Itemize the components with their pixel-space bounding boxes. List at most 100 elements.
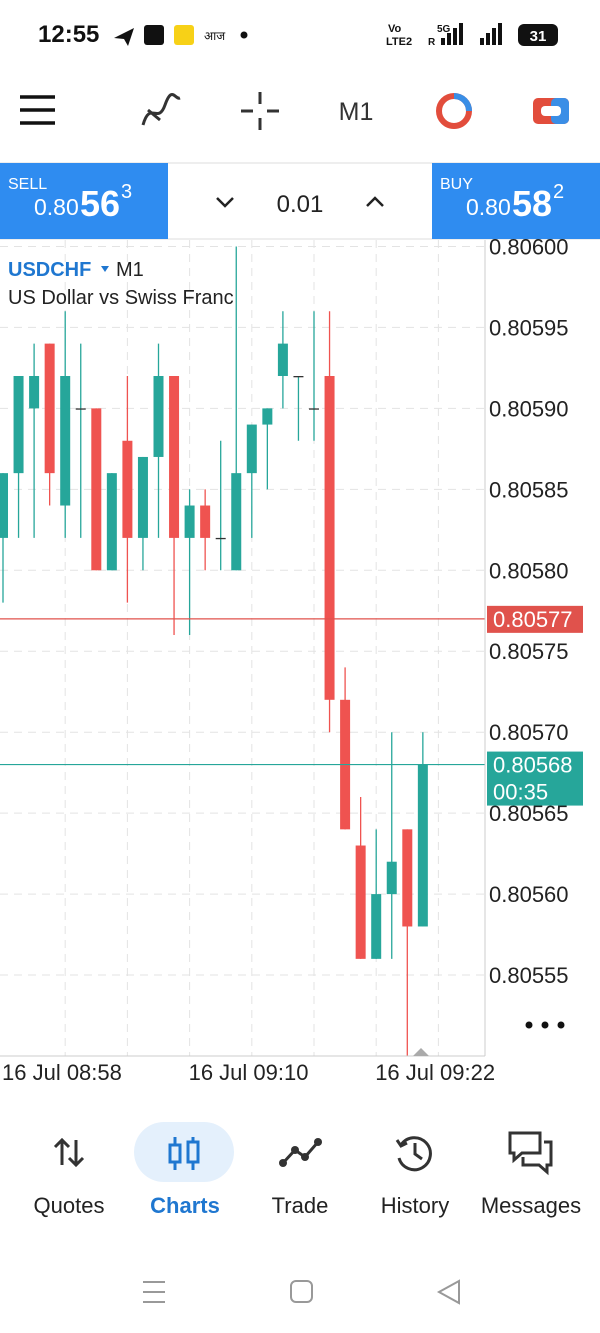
sell-button[interactable] bbox=[0, 163, 168, 239]
sell-price: 3 bbox=[121, 181, 132, 203]
sell-price: 0.80 bbox=[34, 194, 79, 220]
candle-body bbox=[215, 537, 226, 540]
candle-body bbox=[417, 764, 428, 927]
network: R bbox=[428, 37, 436, 48]
price-tag bbox=[487, 605, 583, 633]
signal bbox=[441, 23, 502, 45]
flipkart-icon bbox=[174, 25, 194, 45]
active-tab-bg bbox=[134, 1122, 234, 1182]
candle-body bbox=[371, 894, 382, 959]
candle-body bbox=[231, 473, 242, 571]
nav-history[interactable]: History bbox=[381, 1193, 449, 1218]
buy-price: 58 bbox=[512, 183, 552, 224]
trade-icon bbox=[279, 1138, 322, 1167]
network: LTE2 bbox=[386, 36, 412, 48]
messages-icon[interactable] bbox=[508, 1131, 553, 1176]
y-tick-label: 0.80570 bbox=[489, 720, 569, 745]
candle-body bbox=[277, 343, 288, 376]
price-tag-label: 0.80577 bbox=[493, 607, 573, 632]
y-tick-label: 0.80580 bbox=[489, 558, 569, 583]
y-tick-label: 0.80555 bbox=[489, 963, 569, 988]
candle-body bbox=[402, 829, 413, 927]
dot bbox=[240, 31, 248, 39]
quotes-icon[interactable] bbox=[53, 1137, 85, 1168]
x-tick-label: 16 Jul 09:10 bbox=[189, 1060, 309, 1085]
timeframe-button[interactable]: M1 bbox=[339, 98, 374, 126]
y-tick-label: 0.80590 bbox=[489, 396, 569, 421]
candle-body bbox=[355, 845, 366, 959]
battery bbox=[518, 24, 558, 46]
candle-body bbox=[184, 505, 195, 538]
candle-body bbox=[169, 376, 180, 538]
candle-body bbox=[262, 408, 273, 425]
crosshair-button[interactable] bbox=[241, 92, 279, 130]
network: 5G bbox=[437, 24, 451, 35]
y-tick-label: 0.80600 bbox=[489, 234, 569, 259]
app-icon: आज bbox=[204, 29, 226, 43]
candle-body bbox=[44, 343, 55, 474]
clock: 12:55 bbox=[38, 21, 99, 48]
charts-icon[interactable] bbox=[168, 1137, 200, 1170]
system-nav[interactable] bbox=[143, 1279, 460, 1305]
volume-down[interactable] bbox=[216, 197, 234, 208]
more-button[interactable] bbox=[525, 1021, 565, 1029]
candles bbox=[0, 246, 428, 1056]
objects-button bbox=[453, 93, 472, 112]
candle-body bbox=[137, 456, 148, 538]
candle-body bbox=[60, 376, 71, 506]
buy-price: 0.80 bbox=[466, 194, 511, 220]
trade-button bbox=[541, 106, 561, 116]
grid bbox=[0, 240, 485, 1056]
nav-messages[interactable]: Messages bbox=[481, 1193, 581, 1218]
volume[interactable]: 0.01 bbox=[277, 191, 324, 218]
nav-quotes[interactable]: Quotes bbox=[34, 1193, 105, 1218]
candle-body bbox=[0, 473, 8, 538]
y-tick-label: 0.80560 bbox=[489, 882, 569, 907]
candle-body bbox=[75, 408, 86, 410]
candle-body bbox=[122, 440, 133, 538]
candle-body bbox=[91, 408, 102, 571]
symbol-dropdown[interactable] bbox=[101, 266, 109, 272]
app-icon bbox=[144, 25, 164, 45]
candle-body bbox=[153, 376, 164, 457]
candle-body bbox=[200, 505, 211, 538]
chart-description: US Dollar vs Swiss Franc bbox=[8, 287, 234, 309]
telegram-icon bbox=[114, 28, 134, 46]
battery-level: 31 bbox=[530, 28, 547, 45]
overlay: 0.80600 0.80595 0.80590 0.80585 0.80580 0.805… bbox=[0, 234, 583, 1085]
nav-trade[interactable]: Trade bbox=[272, 1193, 329, 1218]
y-tick-label: 0.80595 bbox=[489, 315, 569, 340]
y-tick-label: 0.80585 bbox=[489, 477, 569, 502]
candle-body bbox=[386, 861, 397, 895]
scroll-marker bbox=[413, 1048, 429, 1056]
price-tag bbox=[487, 751, 583, 806]
buy-price: 2 bbox=[553, 181, 564, 203]
chart-timeframe: M1 bbox=[116, 259, 144, 281]
candle-body bbox=[13, 376, 24, 474]
chart-symbol[interactable]: USDCHF bbox=[8, 259, 91, 281]
candle-body bbox=[324, 376, 335, 700]
buy-label: BUY bbox=[440, 176, 473, 193]
volume-up[interactable] bbox=[366, 196, 384, 207]
nav-charts[interactable]: Charts bbox=[150, 1193, 220, 1218]
candle-body bbox=[293, 376, 304, 378]
countdown: 00:35 bbox=[493, 780, 548, 805]
network: Vo bbox=[388, 23, 402, 35]
menu-button[interactable] bbox=[20, 95, 55, 125]
candle-body bbox=[106, 473, 117, 571]
candle-body bbox=[309, 408, 319, 410]
y-tick-label: 0.80575 bbox=[489, 639, 569, 664]
x-tick-label: 16 Jul 09:22 bbox=[375, 1060, 495, 1085]
candle-body bbox=[29, 376, 40, 409]
buy-button[interactable] bbox=[432, 163, 600, 239]
price-tag-label: 0.80568 bbox=[493, 753, 573, 778]
sell-price: 56 bbox=[80, 183, 120, 224]
trade-icon[interactable] bbox=[281, 1141, 320, 1165]
x-tick-label: 16 Jul 08:58 bbox=[2, 1060, 122, 1085]
sell-label: SELL bbox=[8, 176, 47, 193]
history-icon[interactable] bbox=[395, 1136, 432, 1172]
candle-body bbox=[246, 424, 257, 474]
indicators-button[interactable] bbox=[141, 93, 181, 126]
